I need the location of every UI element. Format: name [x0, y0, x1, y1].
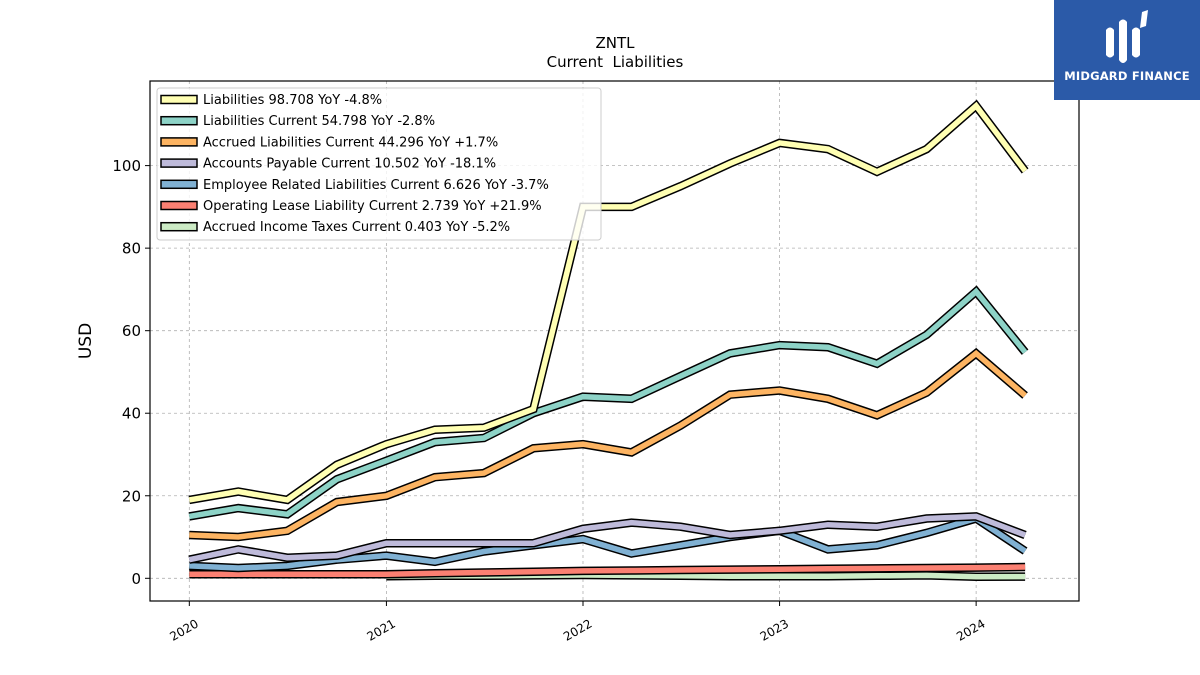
- chart-subtitle: Current Liabilities: [547, 53, 684, 71]
- legend-label: Operating Lease Liability Current 2.739 …: [203, 199, 542, 214]
- series-line-liabilities: [188, 101, 1028, 503]
- x-tick-label: 2022: [561, 616, 594, 643]
- y-tick-label: 40: [122, 405, 141, 423]
- legend-label: Accrued Income Taxes Current 0.403 YoY -…: [203, 220, 510, 235]
- legend-label: Accounts Payable Current 10.502 YoY -18.…: [203, 157, 496, 172]
- x-tick-label: 2024: [954, 616, 987, 643]
- chart-title: ZNTL: [595, 34, 635, 52]
- legend-swatch: [160, 137, 198, 147]
- brand-mark-icon: [1106, 10, 1148, 63]
- x-tick-label: 2021: [364, 616, 397, 643]
- brand-logo: MIDGARD FINANCE: [1054, 0, 1200, 100]
- brand-name: MIDGARD FINANCE: [1064, 69, 1190, 83]
- legend-swatch: [160, 115, 198, 126]
- legend: Liabilities 98.708 YoY -4.8% Liabilities …: [156, 87, 602, 241]
- x-tick-label: 2020: [167, 616, 200, 643]
- legend-label: Liabilities Current 54.798 YoY -2.8%: [203, 114, 435, 129]
- y-tick-label: 60: [122, 322, 141, 340]
- series-line-operating-lease-liability-current: [189, 564, 1026, 577]
- y-tick-label: 80: [122, 240, 141, 258]
- legend-swatch: [160, 179, 198, 190]
- legend-label: Employee Related Liabilities Current 6.6…: [203, 178, 549, 193]
- y-tick-label: 100: [112, 157, 141, 175]
- legend-swatch: [160, 200, 198, 211]
- y-axis-ticks: 0 20 40 60 80 100: [112, 157, 150, 588]
- y-tick-label: 20: [122, 487, 141, 505]
- series-outline-accrued-liabilities-current: [189, 347, 1028, 542]
- legend-box: [156, 87, 602, 241]
- series-line-liabilities-current: [188, 287, 1028, 520]
- legend-label: Accrued Liabilities Current 44.296 YoY +…: [203, 135, 498, 150]
- series-line-employee-related-liabilities-current: [189, 515, 1027, 571]
- legend-label: Liabilities 98.708 YoY -4.8%: [203, 93, 382, 108]
- plot-frame: [149, 80, 1080, 602]
- series-line-accounts-payable-current: [188, 513, 1027, 563]
- legend-swatch: [160, 221, 198, 232]
- y-axis-label: USD: [76, 323, 96, 359]
- series-line-accrued-liabilities-current: [189, 349, 1027, 540]
- legend-swatch: [160, 158, 198, 168]
- x-axis-ticks: 2020 2021 2022 2023 2024: [167, 601, 988, 644]
- series-lines: [188, 99, 1029, 581]
- legend-swatch: [160, 94, 198, 105]
- x-tick-label: 2023: [758, 616, 791, 643]
- y-tick-label: 0: [131, 570, 141, 588]
